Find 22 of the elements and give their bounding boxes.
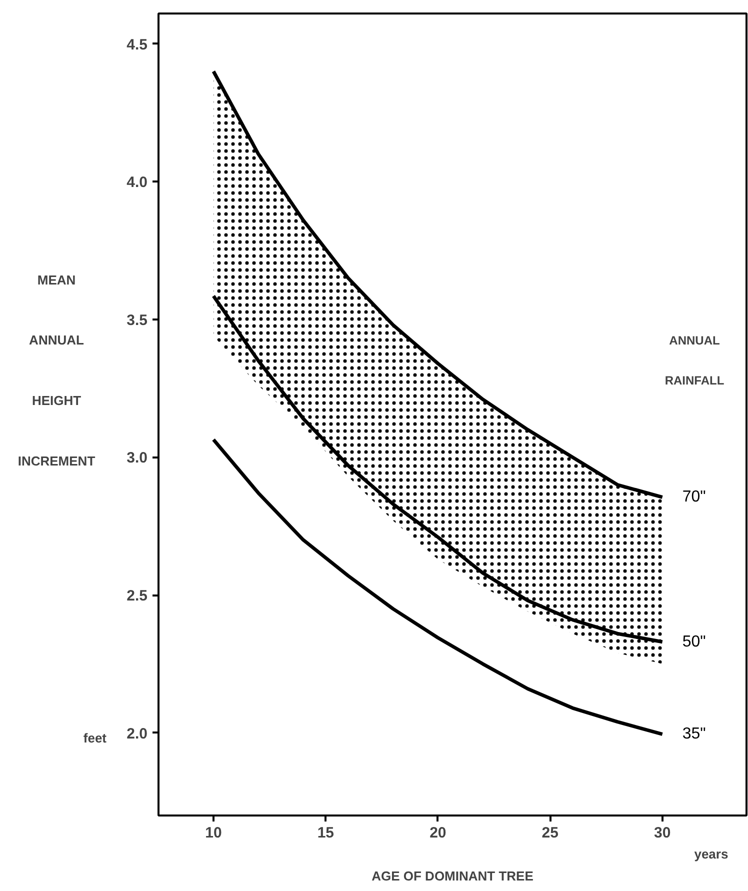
x-axis-title: AGE OF DOMINANT TREE (372, 868, 534, 884)
x-tick-label: 20 (430, 824, 446, 842)
y-tick-label: 3.5 (126, 312, 148, 329)
line-series (212, 70, 664, 499)
text: feet (83, 730, 108, 746)
text: years (694, 846, 728, 862)
y-tick-label: 3.0 (126, 450, 148, 467)
series-label: 50" (682, 633, 706, 650)
y-tick-label: 4.5 (126, 36, 148, 54)
y-tick-label: 4.0 (126, 174, 148, 192)
x-tick-label: 15 (317, 824, 334, 842)
x-tick-label: 30 (654, 824, 671, 842)
y-tick-label: 2.5 (126, 588, 148, 605)
y-tick-label: 2.0 (126, 725, 148, 742)
text: MEAN ANNUAL HEIGHT INCREMENT (18, 272, 96, 468)
line-series (212, 438, 664, 736)
series-label: 35" (682, 726, 706, 743)
text: ANNUAL RAINFALL (664, 334, 724, 388)
line-series (212, 294, 664, 644)
series-label: 70" (682, 488, 706, 506)
x-tick-label: 25 (542, 824, 558, 842)
x-tick-label: 10 (205, 824, 222, 842)
